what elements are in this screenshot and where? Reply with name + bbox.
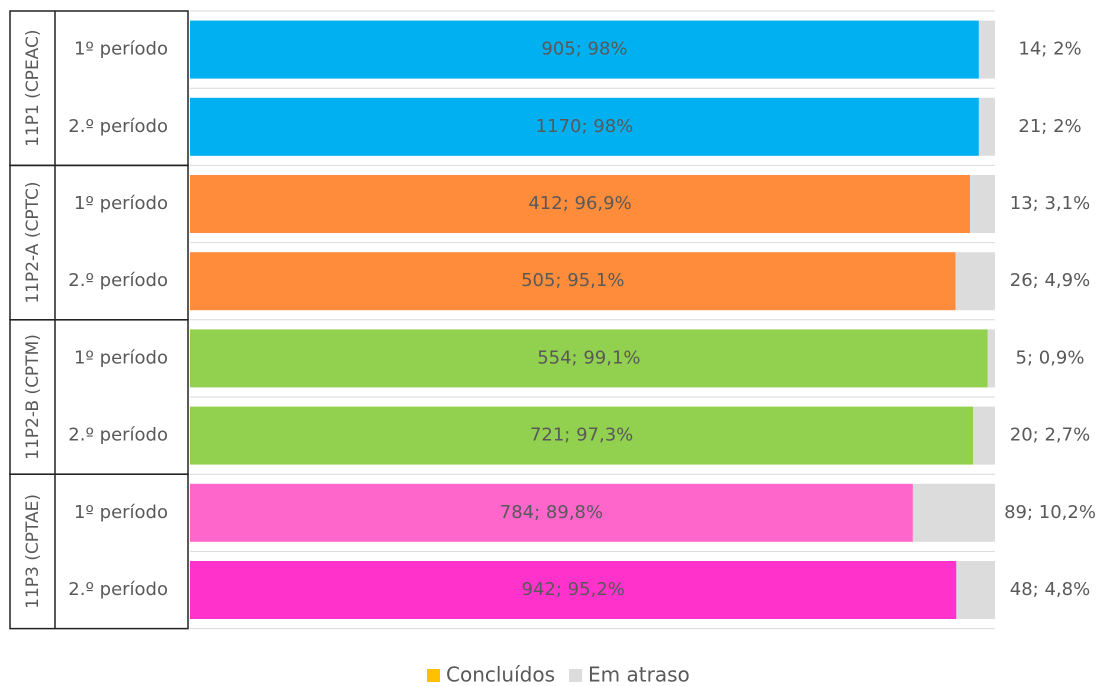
value-label: 505; 95,1% [521, 270, 624, 291]
value-label: 1170; 98% [536, 116, 634, 137]
bar-segment [190, 483, 913, 542]
bar-segment [190, 329, 988, 388]
bar-segment [190, 252, 956, 311]
group-label: 11P2-B (CPTM) [23, 334, 43, 460]
bar-segment [956, 561, 995, 619]
value-label: 48; 4,8% [1010, 579, 1090, 600]
category-label: 1º período [74, 502, 168, 523]
bar-segment [190, 561, 957, 619]
category-label: 2.º período [68, 425, 168, 446]
value-label: 89; 10,2% [1004, 502, 1096, 523]
bar-segment [190, 97, 979, 156]
value-label: 721; 97,3% [530, 425, 633, 446]
bar-segment [955, 252, 995, 311]
group-label: 11P2-A (CPTC) [23, 182, 43, 304]
value-label: 942; 95,2% [522, 579, 625, 600]
group-box [9, 473, 189, 630]
bar-segment [978, 97, 995, 156]
value-label: 13; 3,1% [1010, 193, 1090, 214]
value-label: 905; 98% [541, 39, 627, 60]
value-label: 5; 0,9% [1016, 347, 1085, 368]
category-label: 1º período [74, 193, 168, 214]
legend-label: Em atraso [588, 663, 690, 686]
legend-label: Concluídos [446, 663, 555, 686]
bar-segment [987, 329, 995, 388]
value-label: 14; 2% [1018, 39, 1081, 60]
value-label: 554; 99,1% [537, 347, 640, 368]
category-label: 2.º período [68, 116, 168, 137]
category-label: 1º período [74, 39, 168, 60]
category-label: 2.º período [68, 270, 168, 291]
value-label: 20; 2,7% [1010, 425, 1090, 446]
value-label: 412; 96,9% [528, 193, 631, 214]
category-label: 2.º período [68, 579, 168, 600]
group-label: 11P3 (CPTAE) [23, 494, 43, 609]
bar-segment [190, 406, 974, 465]
value-label: 21; 2% [1018, 116, 1081, 137]
bar-segment [190, 20, 979, 79]
bar-segment [912, 483, 995, 542]
bar-segment [190, 175, 971, 233]
bar-segment [978, 20, 995, 79]
bar-segment [970, 175, 995, 233]
value-label: 26; 4,9% [1010, 270, 1090, 291]
category-label: 1º período [74, 347, 168, 368]
legend-swatch [427, 669, 440, 682]
group-label: 11P1 (CPEAC) [23, 29, 43, 146]
value-label: 784; 89,8% [500, 502, 603, 523]
bar-segment [973, 406, 995, 465]
legend-swatch [569, 669, 583, 682]
